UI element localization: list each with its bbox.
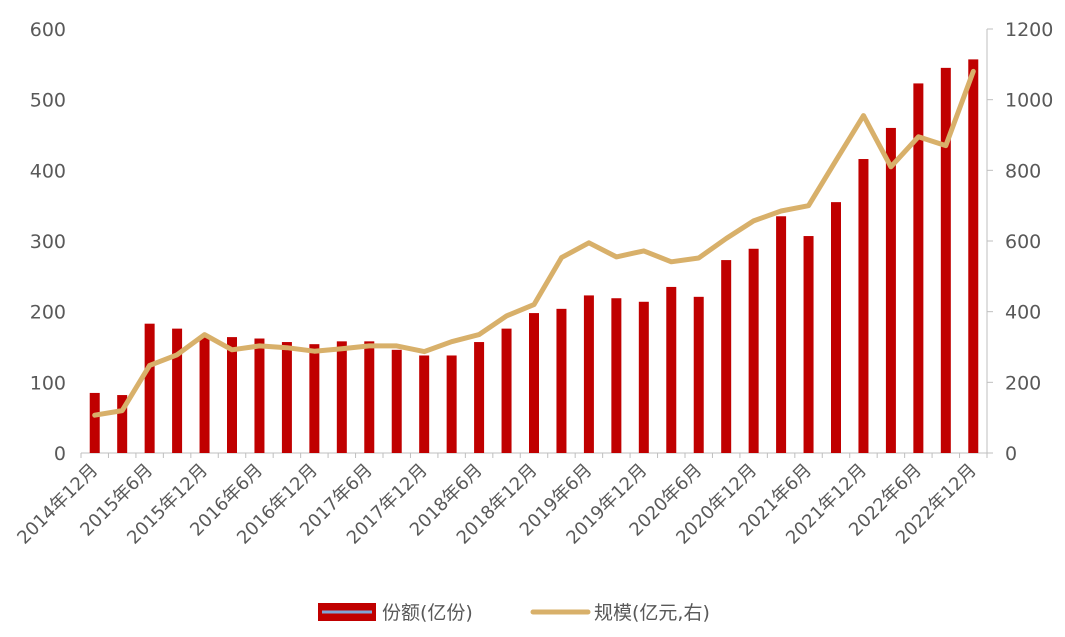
bar	[776, 216, 787, 453]
bar	[446, 355, 457, 453]
bar	[913, 83, 924, 453]
bar	[858, 159, 869, 453]
bar	[748, 248, 759, 453]
bar	[583, 295, 594, 453]
bar	[803, 236, 814, 453]
bar	[172, 328, 183, 453]
bar	[529, 313, 539, 453]
y-left-tick-label: 0	[54, 443, 66, 465]
bar	[611, 298, 622, 453]
bar	[254, 338, 265, 453]
bar	[666, 286, 677, 453]
bar	[885, 127, 896, 453]
legend-label-line: 规模(亿元,右)	[594, 602, 710, 624]
bar	[391, 349, 402, 453]
y-right-tick-label: 1000	[1005, 90, 1053, 112]
legend: 份额(亿份) 规模(亿元,右)	[318, 602, 710, 624]
y-left-tick-label: 600	[30, 19, 66, 41]
y-left-tick-label: 500	[30, 90, 66, 112]
bar	[693, 296, 704, 453]
bar	[556, 308, 567, 453]
legend-label-bar: 份额(亿份)	[382, 602, 473, 624]
bar	[144, 323, 155, 453]
line-series-group	[92, 68, 976, 418]
y-right-tick-label: 1200	[1005, 19, 1053, 41]
bar	[336, 341, 347, 453]
bar	[199, 336, 210, 453]
y-right-tick-label: 400	[1005, 302, 1041, 324]
bar	[940, 67, 951, 453]
y-right-tick-label: 0	[1005, 443, 1017, 465]
bar-series-group	[89, 59, 979, 454]
bar	[309, 344, 320, 453]
x-tick-labels: 2014年12月2015年6月2015年12月2016年6月2016年12月20…	[13, 460, 980, 549]
bar	[117, 395, 128, 453]
series-line	[92, 68, 976, 418]
bar	[474, 342, 485, 453]
bar	[501, 328, 512, 453]
y-left-tick-label: 400	[30, 160, 66, 182]
y-right-tick-label: 200	[1005, 372, 1041, 394]
bar	[831, 202, 841, 453]
bar	[638, 301, 649, 453]
bar	[281, 342, 292, 453]
bar	[364, 341, 375, 453]
bar	[419, 355, 430, 453]
bar	[227, 337, 237, 453]
y-left-tick-label: 300	[30, 231, 66, 253]
bar	[721, 260, 732, 453]
y-right-tick-label: 800	[1005, 160, 1041, 182]
bar	[968, 59, 979, 454]
axes-group: 0 100 200 300 400 500 600 0 200 400 600 800 1000 1200	[30, 19, 1054, 465]
y-left-tick-label: 200	[30, 302, 66, 324]
y-left-tick-label: 100	[30, 372, 66, 394]
y-right-tick-label: 600	[1005, 231, 1041, 253]
bar	[89, 392, 100, 453]
